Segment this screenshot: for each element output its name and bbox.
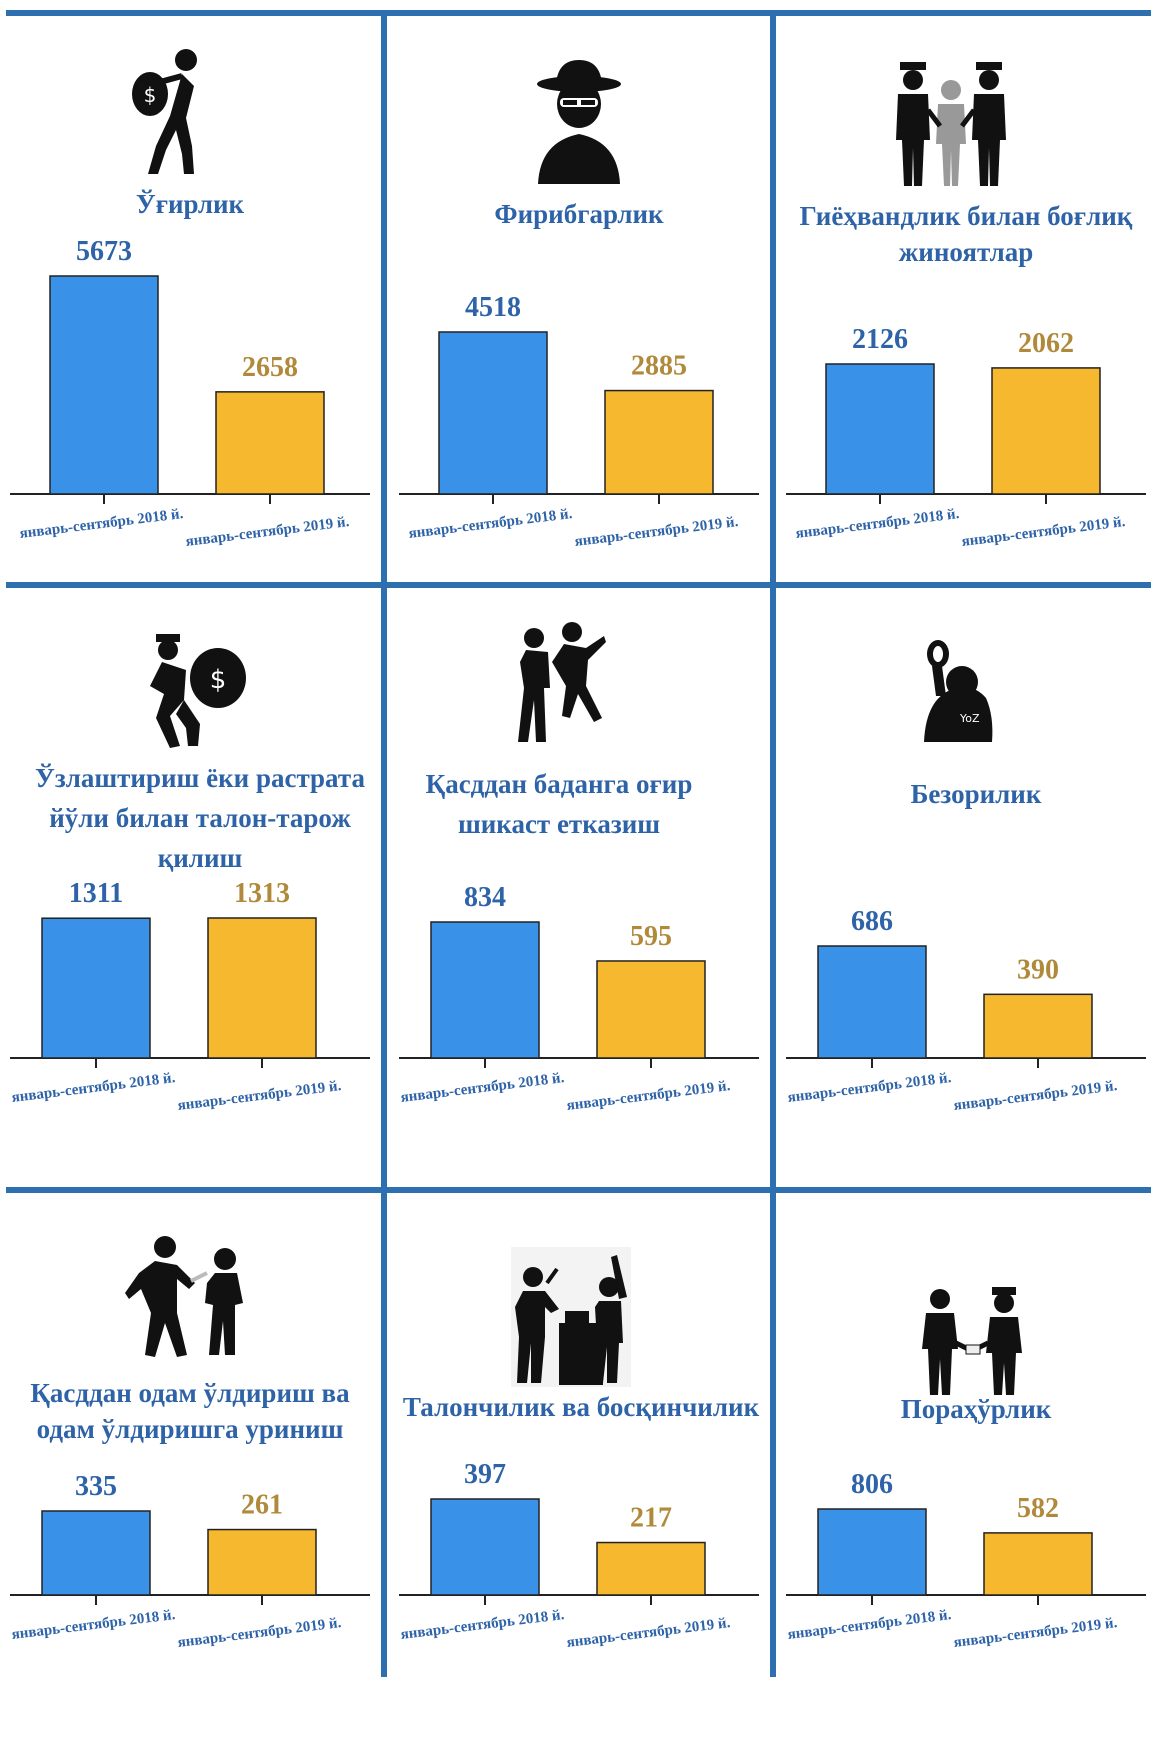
x-tick-label: январь-сентябрь 2019 й. bbox=[177, 1078, 343, 1114]
data-label: 2062 bbox=[1018, 328, 1074, 359]
x-tick-label: январь-сентябрь 2018 й. bbox=[400, 1070, 566, 1106]
panel-title: Қасддан одам ўлдириш ва одам ўлдиришга у… bbox=[30, 1378, 350, 1444]
data-label: 217 bbox=[630, 1503, 672, 1534]
frame-line-right bbox=[770, 12, 776, 1677]
svg-text:$: $ bbox=[210, 665, 227, 695]
bar-chart: 4518 январь-сентябрь 2018 й. 2885 январь-се… bbox=[399, 292, 759, 550]
panel-fraud: Фирибгарлик 4518 январь-сентябрь 2018 й. 2… bbox=[389, 16, 769, 576]
data-label: 2658 bbox=[242, 352, 298, 383]
bar-chart: 397 январь-сентябрь 2018 й. 217 январь-сент… bbox=[399, 1459, 759, 1651]
x-tick-label: январь-сентябрь 2018 й. bbox=[795, 506, 961, 542]
x-tick-label: январь-сентябрь 2019 й. bbox=[177, 1615, 343, 1651]
x-tick-label: январь-сентябрь 2018 й. bbox=[11, 1070, 177, 1106]
masked-fraudster-icon bbox=[537, 60, 621, 184]
x-tick-label: январь-сентябрь 2019 й. bbox=[185, 514, 351, 550]
data-label: 582 bbox=[1017, 1493, 1059, 1524]
data-label: 806 bbox=[851, 1469, 893, 1500]
data-label: 686 bbox=[851, 906, 893, 937]
data-label: 1311 bbox=[69, 878, 123, 909]
bar-2019 bbox=[604, 389, 714, 495]
panel-title: Безорилик bbox=[910, 779, 1042, 809]
bar-2019 bbox=[596, 1541, 706, 1596]
bar-chart: 1311 январь-сентябрь 2018 й. 1313 январь-се… bbox=[10, 878, 370, 1114]
bar-chart: 2126 январь-сентябрь 2018 й. 2062 январь-се… bbox=[786, 324, 1146, 550]
embezzler-with-bag-icon: $ bbox=[150, 634, 246, 748]
frame-line-middle-2 bbox=[6, 1187, 1151, 1193]
robbery-icon bbox=[511, 1247, 631, 1387]
bar-2019 bbox=[596, 960, 706, 1059]
thief-with-money-bag-icon: $ bbox=[132, 49, 197, 174]
x-tick-label: январь-сентябрь 2018 й. bbox=[408, 506, 574, 542]
bar-2018 bbox=[430, 921, 540, 1059]
x-tick-label: январь-сентябрь 2019 й. bbox=[961, 514, 1127, 550]
bar-2018 bbox=[41, 917, 151, 1059]
bar-chart: 5673 январь-сентябрь 2018 й. 2658 январь-се… bbox=[10, 236, 370, 550]
x-tick-label: январь-сентябрь 2019 й. bbox=[566, 1615, 732, 1651]
panel-robbery: Талончилик ва босқинчилик 397 январь-сент… bbox=[389, 1197, 769, 1757]
panel-hooliganism: YoZ Безорилик 686 январь-сентябрь 2018 й.… bbox=[776, 592, 1151, 1152]
bar-2018 bbox=[817, 945, 927, 1059]
data-label: 595 bbox=[630, 921, 672, 952]
x-tick-label: январь-сентябрь 2019 й. bbox=[566, 1078, 732, 1114]
panel-theft: $ Ўғирлик 5673 январь-сентябрь 2018 й. 265… bbox=[0, 16, 380, 576]
arrest-by-police-icon bbox=[896, 62, 1006, 186]
bar-chart: 686 январь-сентябрь 2018 й. 390 январь-сент… bbox=[786, 906, 1146, 1114]
bribery-icon bbox=[922, 1287, 1022, 1395]
x-tick-label: январь-сентябрь 2019 й. bbox=[953, 1615, 1119, 1651]
svg-text:$: $ bbox=[144, 83, 157, 107]
panel-embezzlement: $ Ўзлаштириш ёки растрата йўли билан тал… bbox=[0, 592, 380, 1152]
panel-grievous-bodily-harm: Қасддан баданга оғир шикаст етказиш 834 я… bbox=[389, 592, 769, 1152]
panel-title: Ўғирлик bbox=[135, 189, 245, 219]
x-tick-label: январь-сентябрь 2019 й. bbox=[953, 1078, 1119, 1114]
bar-2018 bbox=[430, 1498, 540, 1596]
knife-attack-icon bbox=[125, 1236, 243, 1357]
bar-2018 bbox=[438, 331, 548, 495]
panel-title: Гиёҳвандлик билан боғлиқ жиноятлар bbox=[799, 201, 1133, 267]
panel-murder: Қасддан одам ўлдириш ва одам ўлдиришга у… bbox=[0, 1197, 380, 1757]
frame-line-middle-1 bbox=[6, 582, 1151, 588]
bar-2019 bbox=[983, 1532, 1093, 1596]
x-tick-label: январь-сентябрь 2018 й. bbox=[400, 1607, 566, 1643]
data-label: 397 bbox=[464, 1459, 506, 1490]
hooligan-icon: YoZ bbox=[924, 640, 993, 742]
bar-2019 bbox=[207, 1528, 317, 1596]
bar-chart: 335 январь-сентябрь 2018 й. 261 январь-сент… bbox=[10, 1471, 370, 1651]
data-label: 335 bbox=[75, 1471, 117, 1502]
x-tick-label: январь-сентябрь 2018 й. bbox=[787, 1070, 953, 1106]
panel-title: Талончилик ва босқинчилик bbox=[402, 1392, 760, 1422]
data-label: 834 bbox=[464, 882, 506, 913]
panel-title: Фирибгарлик bbox=[494, 199, 664, 229]
x-tick-label: январь-сентябрь 2019 й. bbox=[574, 514, 740, 550]
panel-title: Қасддан баданга оғир шикаст етказиш bbox=[425, 769, 693, 839]
panel-bribery: Пораҳўрлик 806 январь-сентябрь 2018 й. 582… bbox=[776, 1197, 1151, 1757]
x-tick-label: январь-сентябрь 2018 й. bbox=[19, 506, 185, 542]
bar-2018 bbox=[41, 1510, 151, 1596]
data-label: 261 bbox=[241, 1490, 283, 1521]
frame-line-top bbox=[6, 10, 1151, 16]
svg-text:YoZ: YoZ bbox=[959, 712, 980, 725]
bar-2018 bbox=[825, 363, 935, 495]
data-label: 4518 bbox=[465, 292, 521, 323]
x-tick-label: январь-сентябрь 2018 й. bbox=[11, 1607, 177, 1643]
data-label: 2885 bbox=[631, 351, 687, 382]
bar-2018 bbox=[49, 275, 159, 495]
bar-chart: 806 январь-сентябрь 2018 й. 582 январь-сент… bbox=[786, 1469, 1146, 1651]
bar-2019 bbox=[207, 917, 317, 1059]
data-label: 5673 bbox=[76, 236, 132, 267]
bar-2019 bbox=[991, 367, 1101, 495]
x-tick-label: январь-сентябрь 2018 й. bbox=[787, 1607, 953, 1643]
bar-2018 bbox=[817, 1508, 927, 1596]
bar-2019 bbox=[983, 993, 1093, 1059]
data-label: 1313 bbox=[234, 878, 290, 909]
data-label: 390 bbox=[1017, 954, 1059, 985]
panel-drug-crimes: Гиёҳвандлик билан боғлиқ жиноятлар 2126 я… bbox=[776, 16, 1151, 576]
frame-line-left bbox=[381, 12, 387, 1677]
bar-2019 bbox=[215, 391, 325, 495]
panel-title: Ўзлаштириш ёки растрата йўли билан талон… bbox=[35, 763, 365, 873]
bar-chart: 834 январь-сентябрь 2018 й. 595 январь-сент… bbox=[399, 882, 759, 1114]
panel-title: Пораҳўрлик bbox=[900, 1394, 1052, 1424]
fight-icon bbox=[518, 622, 606, 742]
data-label: 2126 bbox=[852, 324, 908, 355]
